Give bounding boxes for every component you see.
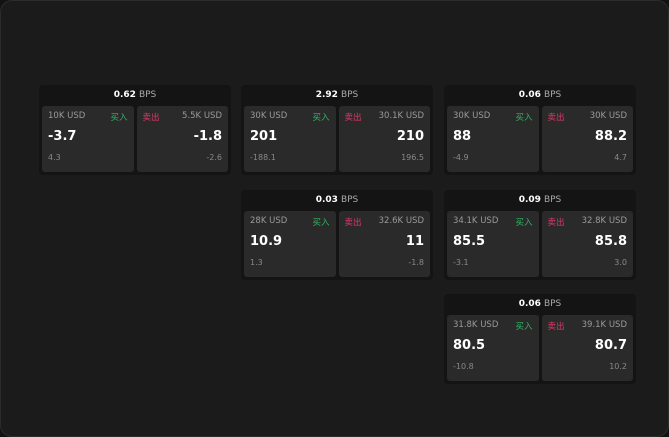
buy-label: 买入 bbox=[110, 113, 128, 123]
sell-change: 196.5 bbox=[401, 153, 424, 162]
buy-price: -3.7 bbox=[48, 129, 77, 144]
quote-card: 0.06 BPS 31.8K USD 买入 80.5 -10.8 卖出 39.1K U… bbox=[444, 294, 636, 384]
buy-price: 10.9 bbox=[250, 234, 283, 249]
spread-unit: BPS bbox=[543, 299, 562, 309]
spread-value: 0.06 bbox=[518, 90, 541, 100]
spread-unit: BPS bbox=[340, 195, 359, 205]
spread-value: 0.09 bbox=[518, 195, 541, 205]
sell-change: -2.6 bbox=[206, 153, 222, 162]
sell-size: 30K USD bbox=[589, 111, 627, 121]
buy-label: 买入 bbox=[312, 218, 330, 228]
buy-size: 30K USD bbox=[453, 111, 491, 121]
buy-change: 1.3 bbox=[250, 258, 263, 267]
buy-change: -10.8 bbox=[453, 362, 474, 371]
buy-change: 4.3 bbox=[48, 153, 61, 162]
spread-unit: BPS bbox=[138, 90, 157, 100]
spread-value: 0.62 bbox=[113, 90, 136, 100]
buy-change: -188.1 bbox=[250, 153, 276, 162]
buy-price: 80.5 bbox=[453, 338, 486, 353]
spread-header: 0.09 BPS bbox=[444, 190, 636, 211]
sell-label: 卖出 bbox=[547, 218, 565, 228]
spread-value: 0.06 bbox=[518, 299, 541, 309]
buy-size: 31.8K USD bbox=[453, 320, 499, 330]
buy-price: 88 bbox=[453, 129, 472, 144]
quote-card: 0.03 BPS 28K USD 买入 10.9 1.3 卖出 32.6K USD 1… bbox=[241, 190, 433, 280]
buy-quote-button[interactable]: 30K USD 买入 201 -188.1 bbox=[244, 106, 336, 172]
buy-quote-button[interactable]: 30K USD 买入 88 -4.9 bbox=[447, 106, 539, 172]
spread-value: 2.92 bbox=[315, 90, 338, 100]
buy-change: -4.9 bbox=[453, 153, 469, 162]
buy-quote-button[interactable]: 31.8K USD 买入 80.5 -10.8 bbox=[447, 315, 539, 381]
sell-price: 85.8 bbox=[594, 234, 627, 249]
spread-header: 0.03 BPS bbox=[241, 190, 433, 211]
sell-label: 卖出 bbox=[344, 218, 362, 228]
sell-price: 11 bbox=[405, 234, 424, 249]
sell-size: 30.1K USD bbox=[378, 111, 424, 121]
spread-header: 0.06 BPS bbox=[444, 294, 636, 315]
sell-quote-button[interactable]: 卖出 5.5K USD -1.8 -2.6 bbox=[136, 106, 228, 172]
buy-label: 买入 bbox=[515, 113, 533, 123]
buy-change: -3.1 bbox=[453, 258, 469, 267]
sell-quote-button[interactable]: 卖出 39.1K USD 80.7 10.2 bbox=[541, 315, 633, 381]
sell-label: 卖出 bbox=[344, 113, 362, 123]
buy-label: 买入 bbox=[515, 322, 533, 332]
buy-price: 201 bbox=[250, 129, 278, 144]
sell-change: 10.2 bbox=[609, 362, 627, 371]
buy-size: 34.1K USD bbox=[453, 216, 499, 226]
sell-quote-button[interactable]: 卖出 32.8K USD 85.8 3.0 bbox=[541, 211, 633, 277]
buy-label: 买入 bbox=[515, 218, 533, 228]
sell-change: 3.0 bbox=[614, 258, 627, 267]
sell-price: -1.8 bbox=[193, 129, 222, 144]
spread-header: 0.62 BPS bbox=[39, 85, 231, 106]
sell-size: 39.1K USD bbox=[581, 320, 627, 330]
buy-size: 30K USD bbox=[250, 111, 288, 121]
spread-unit: BPS bbox=[340, 90, 359, 100]
sell-change: -1.8 bbox=[408, 258, 424, 267]
buy-quote-button[interactable]: 28K USD 买入 10.9 1.3 bbox=[244, 211, 336, 277]
quote-card: 0.09 BPS 34.1K USD 买入 85.5 -3.1 卖出 32.8K US… bbox=[444, 190, 636, 280]
sell-quote-button[interactable]: 卖出 30.1K USD 210 196.5 bbox=[338, 106, 430, 172]
spread-header: 2.92 BPS bbox=[241, 85, 433, 106]
sell-quote-button[interactable]: 卖出 30K USD 88.2 4.7 bbox=[541, 106, 633, 172]
sell-price: 210 bbox=[396, 129, 424, 144]
buy-price: 85.5 bbox=[453, 234, 486, 249]
sell-quote-button[interactable]: 卖出 32.6K USD 11 -1.8 bbox=[338, 211, 430, 277]
buy-label: 买入 bbox=[312, 113, 330, 123]
sell-label: 卖出 bbox=[547, 113, 565, 123]
sell-price: 88.2 bbox=[594, 129, 627, 144]
spread-header: 0.06 BPS bbox=[444, 85, 636, 106]
sell-size: 32.6K USD bbox=[378, 216, 424, 226]
sell-label: 卖出 bbox=[547, 322, 565, 332]
buy-quote-button[interactable]: 10K USD 买入 -3.7 4.3 bbox=[42, 106, 134, 172]
quote-card: 0.62 BPS 10K USD 买入 -3.7 4.3 卖出 5.5K USD -1… bbox=[39, 85, 231, 175]
spread-unit: BPS bbox=[543, 90, 562, 100]
spread-unit: BPS bbox=[543, 195, 562, 205]
sell-label: 卖出 bbox=[142, 113, 160, 123]
buy-quote-button[interactable]: 34.1K USD 买入 85.5 -3.1 bbox=[447, 211, 539, 277]
buy-size: 28K USD bbox=[250, 216, 288, 226]
sell-price: 80.7 bbox=[594, 338, 627, 353]
spread-value: 0.03 bbox=[315, 195, 338, 205]
sell-size: 5.5K USD bbox=[182, 111, 222, 121]
buy-size: 10K USD bbox=[48, 111, 86, 121]
sell-size: 32.8K USD bbox=[581, 216, 627, 226]
quote-card: 0.06 BPS 30K USD 买入 88 -4.9 卖出 30K USD 88.2… bbox=[444, 85, 636, 175]
quote-card: 2.92 BPS 30K USD 买入 201 -188.1 卖出 30.1K USD… bbox=[241, 85, 433, 175]
sell-change: 4.7 bbox=[614, 153, 627, 162]
